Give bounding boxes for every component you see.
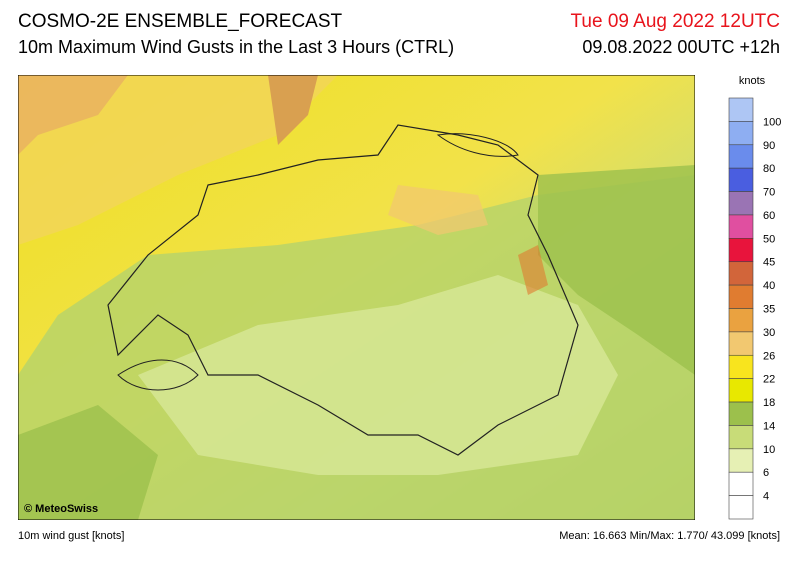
area [18,75,128,155]
legend-swatch [728,308,754,333]
lake [117,359,199,391]
legend-label: 14 [763,420,775,432]
map: © MeteoSwiss [18,75,695,520]
legend-label: 4 [763,491,769,503]
legend-swatch [728,214,754,239]
legend-label: 30 [763,327,775,339]
area [18,405,158,520]
run-time: 09.08.2022 00UTC +12h [582,37,780,57]
title: COSMO-2E ENSEMBLE_FORECAST [18,11,343,32]
legend-swatch [728,167,754,192]
subtitle: 10m Maximum Wind Gusts in the Last 3 Hou… [18,37,455,57]
legend-swatch [728,471,754,496]
legend-swatch [728,284,754,309]
legend-swatch [728,97,754,122]
legend: knots 100 90 80 70 60 50 45 40 35 30 26 22 18 14 10 6 4 [728,75,781,520]
legend-swatch [728,121,754,146]
legend-label: 26 [763,350,775,362]
legend-swatch [728,144,754,169]
legend-swatch [728,191,754,216]
copyright: © MeteoSwiss [24,503,98,515]
legend-label: 45 [763,257,775,269]
legend-label: 40 [763,280,775,292]
legend-label: 70 [763,187,775,199]
legend-swatch [728,354,754,379]
area [388,185,488,235]
legend-swatch [728,448,754,473]
area [18,75,338,245]
footer-variable: 10m wind gust [knots] [18,530,125,542]
legend-swatch [728,261,754,286]
area [268,75,318,145]
legend-swatch [728,425,754,450]
legend-label: 100 [763,116,781,128]
legend-swatch [728,378,754,403]
legend-label: 80 [763,163,775,175]
legend-swatch [728,331,754,356]
border [107,124,579,456]
legend-label: 90 [763,140,775,152]
legend-label: 6 [763,467,769,479]
legend-unit: knots [739,75,766,87]
legend-label: 22 [763,374,775,386]
legend-label: 10 [763,444,775,456]
legend-swatch [728,401,754,426]
lake [436,133,519,157]
valid-time: Tue 09 Aug 2022 12UTC [570,11,781,32]
area [518,245,548,295]
legend-label: 18 [763,397,775,409]
area [538,165,695,375]
legend-swatch [728,495,754,520]
footer-stats: Mean: 16.663 Min/Max: 1.770/ 43.099 [kno… [559,530,780,542]
legend-label: 35 [763,304,775,316]
legend-swatch [728,238,754,263]
legend-label: 60 [763,210,775,222]
legend-label: 50 [763,233,775,245]
